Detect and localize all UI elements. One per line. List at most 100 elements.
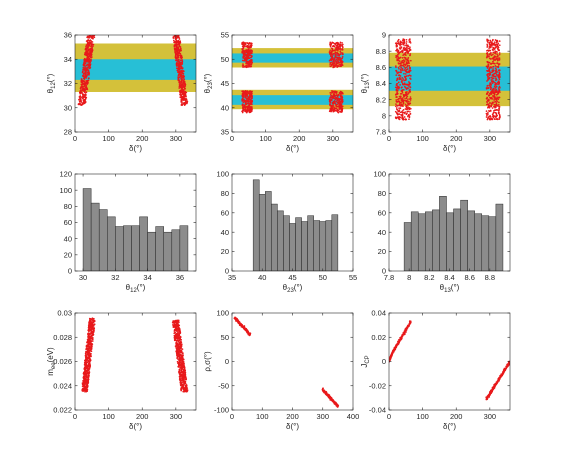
scatter-point xyxy=(251,61,253,64)
scatter-point xyxy=(245,98,248,101)
scatter-point xyxy=(493,41,496,44)
scatter-point xyxy=(331,89,333,92)
y-tick-label: 8.6 xyxy=(376,63,386,72)
scatter-point xyxy=(497,57,500,59)
scatter-point xyxy=(87,59,89,62)
scatter-point xyxy=(491,101,494,104)
scatter-point xyxy=(172,323,174,326)
scatter-point xyxy=(496,62,499,65)
scatter-point xyxy=(408,98,411,100)
scatter-point xyxy=(85,351,87,354)
scatter-point xyxy=(83,77,86,79)
scatter-point xyxy=(402,88,405,91)
scatter-point xyxy=(176,331,179,333)
scatter-point xyxy=(243,105,246,108)
y-tick-label: 0.026 xyxy=(53,357,72,366)
scatter-point xyxy=(329,49,332,52)
scatter-point xyxy=(404,44,406,47)
scatter-point xyxy=(337,43,340,46)
scatter-point xyxy=(332,103,335,105)
scatter-point xyxy=(487,39,490,42)
scatter-point xyxy=(183,83,186,86)
scatter-point xyxy=(337,111,340,114)
scatter-point xyxy=(181,381,184,384)
scatter-point xyxy=(489,63,492,65)
scatter-point xyxy=(90,325,92,327)
scatter-point xyxy=(181,352,184,355)
scatter-point xyxy=(92,324,95,327)
scatter-point xyxy=(408,66,411,69)
histogram-bar xyxy=(425,211,433,271)
scatter-point xyxy=(244,45,246,48)
histogram-bar xyxy=(98,209,108,271)
scatter-point xyxy=(334,96,337,99)
scatter-point xyxy=(178,38,181,40)
scatter-point xyxy=(335,56,338,59)
scatter-point xyxy=(395,99,398,101)
histogram-bar xyxy=(313,220,320,271)
scatter-point xyxy=(173,41,175,44)
scatter-point xyxy=(407,47,409,50)
scatter-point xyxy=(405,51,407,54)
scatter-point xyxy=(89,49,92,51)
scatter-point xyxy=(85,363,88,365)
scatter-point xyxy=(401,49,404,52)
scatter-point xyxy=(84,354,87,357)
x-axis-label: δ(°) xyxy=(129,144,142,153)
x-tick-label: 30 xyxy=(79,273,87,282)
scatter-point xyxy=(490,105,493,108)
y-tick-label: 30 xyxy=(64,103,72,112)
y-tick-label: 28 xyxy=(64,128,72,137)
scatter-point xyxy=(82,64,85,67)
scatter-point xyxy=(488,77,491,79)
scatter-point xyxy=(406,112,408,115)
scatter-point xyxy=(180,98,183,101)
scatter-point xyxy=(251,50,253,53)
scatter-point xyxy=(91,333,94,336)
scatter-point xyxy=(330,92,333,94)
scatter-point xyxy=(333,58,336,60)
scatter-point xyxy=(400,61,403,63)
scatter-point xyxy=(182,81,185,84)
scatter-point xyxy=(496,51,498,53)
scatter-point xyxy=(409,77,411,80)
scatter-point xyxy=(88,340,90,343)
scatter-point xyxy=(494,44,497,47)
scatter-point xyxy=(184,92,187,95)
scatter-point xyxy=(88,73,90,75)
scatter-point xyxy=(83,89,86,92)
scatter-point xyxy=(85,358,88,360)
scatter-point xyxy=(490,46,492,49)
scatter-point xyxy=(401,64,403,67)
scatter-point xyxy=(487,49,490,52)
scatter-point xyxy=(489,39,492,42)
scatter-point xyxy=(397,66,400,69)
scatter-point xyxy=(82,98,84,100)
scatter-point xyxy=(493,62,495,65)
scatter-point xyxy=(494,89,496,92)
scatter-point xyxy=(185,384,188,386)
scatter-point xyxy=(396,92,399,95)
scatter-point xyxy=(89,349,92,352)
scatter-point xyxy=(178,363,180,365)
scatter-point xyxy=(91,337,93,339)
plot-area xyxy=(81,317,189,393)
panel-p7: 0 100 200 3000.0220.0240.0260.0280.03δ(°)me… xyxy=(46,309,197,431)
x-tick-label: 7.8 xyxy=(384,273,394,282)
scatter-point xyxy=(409,41,412,44)
scatter-point xyxy=(395,79,398,82)
band-1sigma xyxy=(232,95,353,105)
scatter-point xyxy=(498,40,501,42)
scatter-point xyxy=(491,95,494,97)
histogram-bar xyxy=(467,210,475,271)
histogram-bar xyxy=(417,213,426,271)
scatter-point xyxy=(400,41,403,44)
scatter-point xyxy=(83,63,86,66)
scatter-point xyxy=(489,71,492,74)
scatter-point xyxy=(175,335,178,338)
scatter-point xyxy=(487,117,489,120)
scatter-point xyxy=(178,330,180,333)
scatter-point xyxy=(401,98,404,101)
